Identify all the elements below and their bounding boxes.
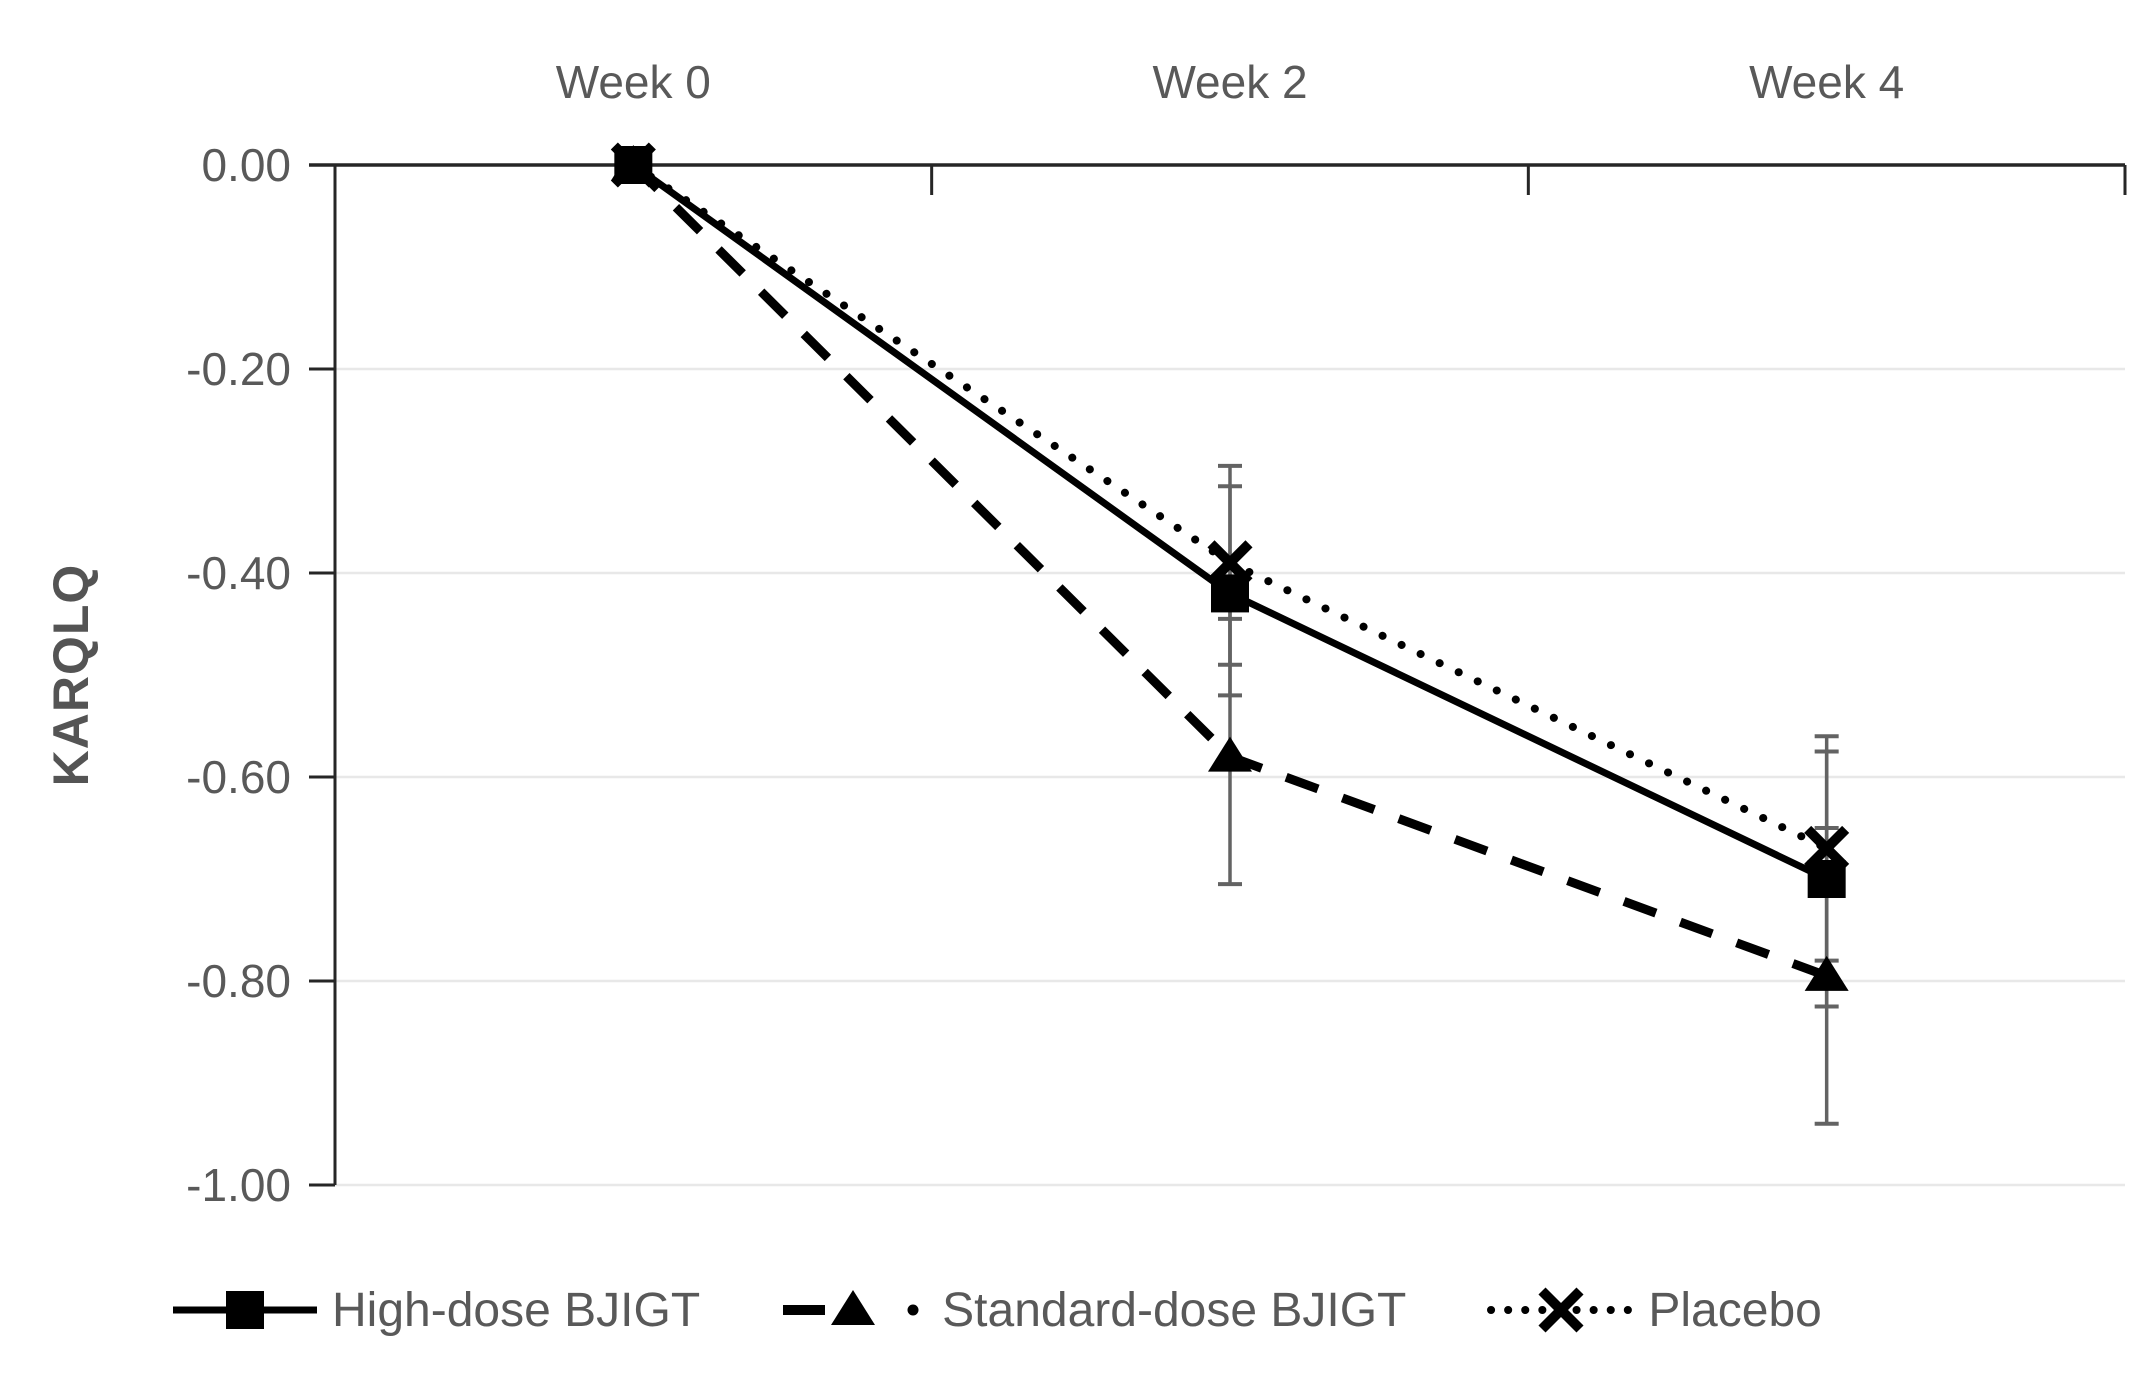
x-tick-labels-layer: Week 0 Week 2 Week 4 <box>556 56 1904 108</box>
legend-dash-dot <box>907 1304 919 1316</box>
marker-high-dose-bjigt-week-2 <box>1211 574 1249 613</box>
legend-label-high-dose-bjigt: High-dose BJIGT <box>332 1283 701 1337</box>
legend: High-dose BJIGT Standard-dose BJIGT Placeb… <box>170 1258 1822 1362</box>
error-bars-layer <box>1218 463 1839 1126</box>
legend-marker <box>831 1290 876 1325</box>
y-tick-label--0.40: -0.40 <box>186 547 291 599</box>
y-tick-label-0.00: 0.00 <box>201 139 291 191</box>
marker-standard-dose-bjigt-week-4 <box>1804 955 1849 991</box>
marker-high-dose-bjigt-week-4 <box>1807 860 1846 898</box>
axes-layer <box>309 163 2127 1187</box>
y-tick-label--0.80: -0.80 <box>186 955 291 1007</box>
y-tick-label--0.20: -0.20 <box>186 343 291 395</box>
legend-marker <box>1538 1287 1584 1333</box>
legend-item-standard-dose-bjigt: Standard-dose BJIGT <box>780 1282 1406 1338</box>
legend-marker <box>226 1291 264 1329</box>
legend-label-standard-dose-bjigt: Standard-dose BJIGT <box>942 1283 1407 1337</box>
legend-square-solid-line-icon <box>173 1291 317 1329</box>
x-tick-label-week-2: Week 2 <box>1152 56 1307 108</box>
y-tick-label--1.00: -1.00 <box>186 1159 291 1211</box>
legend-item-high-dose-bjigt: High-dose BJIGT <box>170 1282 700 1338</box>
marker-standard-dose-bjigt-week-2 <box>1208 736 1252 772</box>
legend-x-dotted-line-icon <box>1487 1287 1636 1333</box>
series-layer <box>610 142 1850 991</box>
legend-label-placebo: Placebo <box>1648 1283 1822 1337</box>
marker-high-dose-bjigt-week-0 <box>614 146 653 184</box>
x-tick-label-week-0: Week 0 <box>556 56 711 108</box>
legend-triangle-dashed-line-icon <box>783 1290 919 1325</box>
y-axis-title: KARQLQ <box>43 564 99 787</box>
y-tick-label--0.60: -0.60 <box>186 751 291 803</box>
y-tick-labels-layer: 0.00 -0.20 -0.40 -0.60 -0.80 -1.00 <box>186 139 291 1211</box>
legend-item-placebo: Placebo <box>1486 1282 1822 1338</box>
x-tick-label-week-4: Week 4 <box>1749 56 1904 108</box>
